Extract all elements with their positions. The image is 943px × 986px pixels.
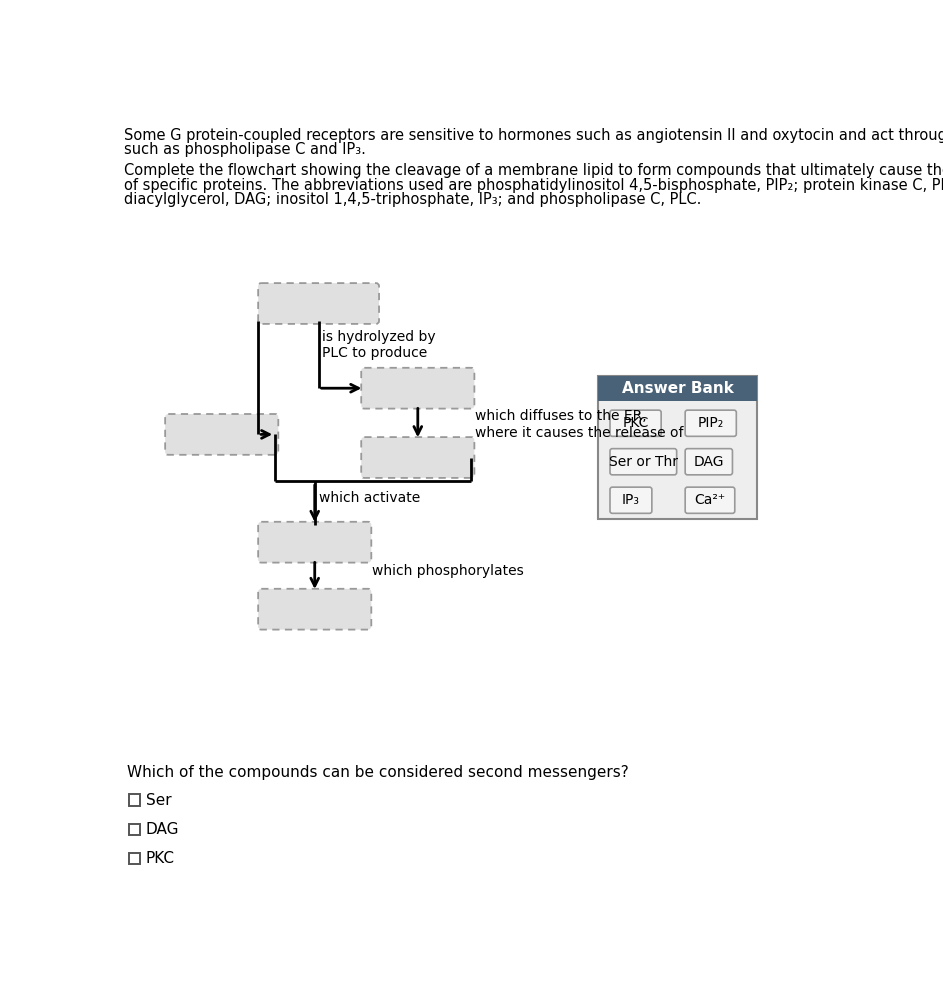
Text: which phosphorylates: which phosphorylates bbox=[372, 564, 523, 578]
FancyBboxPatch shape bbox=[686, 487, 735, 514]
FancyBboxPatch shape bbox=[165, 414, 278, 455]
FancyBboxPatch shape bbox=[258, 283, 379, 324]
FancyBboxPatch shape bbox=[361, 368, 474, 408]
FancyBboxPatch shape bbox=[258, 589, 372, 630]
Text: such as phospholipase C and IP₃.: such as phospholipase C and IP₃. bbox=[124, 142, 366, 157]
FancyBboxPatch shape bbox=[129, 795, 141, 806]
Text: which activate: which activate bbox=[319, 491, 420, 505]
Text: diacylglycerol, DAG; inositol 1,4,5-triphosphate, IP₃; and phospholipase C, PLC.: diacylglycerol, DAG; inositol 1,4,5-trip… bbox=[124, 192, 702, 207]
Text: IP₃: IP₃ bbox=[622, 493, 640, 507]
Text: PIP₂: PIP₂ bbox=[698, 416, 724, 430]
FancyBboxPatch shape bbox=[129, 853, 141, 865]
Text: of specific proteins. The abbreviations used are phosphatidylinositol 4,5-bispho: of specific proteins. The abbreviations … bbox=[124, 177, 943, 192]
Text: Complete the flowchart showing the cleavage of a membrane lipid to form compound: Complete the flowchart showing the cleav… bbox=[124, 163, 943, 178]
FancyBboxPatch shape bbox=[599, 377, 757, 519]
FancyBboxPatch shape bbox=[599, 377, 757, 401]
FancyBboxPatch shape bbox=[610, 487, 652, 514]
FancyBboxPatch shape bbox=[361, 437, 474, 478]
Text: Ca²⁺: Ca²⁺ bbox=[694, 493, 725, 507]
Text: Answer Bank: Answer Bank bbox=[621, 382, 734, 396]
FancyBboxPatch shape bbox=[686, 449, 733, 475]
Text: Ser: Ser bbox=[146, 793, 172, 808]
Text: which diffuses to the ER,
where it causes the release of: which diffuses to the ER, where it cause… bbox=[475, 409, 684, 440]
Text: Which of the compounds can be considered second messengers?: Which of the compounds can be considered… bbox=[127, 765, 629, 780]
Text: is hydrolyzed by
PLC to produce: is hydrolyzed by PLC to produce bbox=[323, 330, 436, 360]
Text: PKC: PKC bbox=[146, 851, 174, 866]
FancyBboxPatch shape bbox=[686, 410, 736, 437]
Text: DAG: DAG bbox=[146, 822, 179, 837]
FancyBboxPatch shape bbox=[610, 449, 677, 475]
FancyBboxPatch shape bbox=[258, 522, 372, 563]
FancyBboxPatch shape bbox=[610, 410, 661, 437]
Text: Some G protein-coupled receptors are sensitive to hormones such as angiotensin I: Some G protein-coupled receptors are sen… bbox=[124, 127, 943, 143]
FancyBboxPatch shape bbox=[129, 823, 141, 835]
Text: DAG: DAG bbox=[693, 455, 724, 468]
Text: Ser or Thr: Ser or Thr bbox=[609, 455, 678, 468]
Text: PKC: PKC bbox=[622, 416, 649, 430]
